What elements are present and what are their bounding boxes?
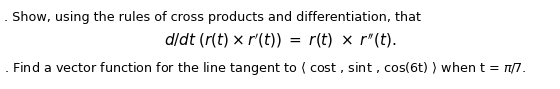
- Text: . Show, using the rules of cross products and differentiation, that: . Show, using the rules of cross product…: [4, 11, 421, 24]
- Text: . Find a vector function for the line tangent to $\langle$ cost , sint , cos(6t): . Find a vector function for the line ta…: [4, 60, 526, 77]
- Text: $d/dt\;(r(t) \times r'(t))\; = \;r(t)\; \times \;r''(t).$: $d/dt\;(r(t) \times r'(t))\; = \;r(t)\; …: [164, 32, 396, 50]
